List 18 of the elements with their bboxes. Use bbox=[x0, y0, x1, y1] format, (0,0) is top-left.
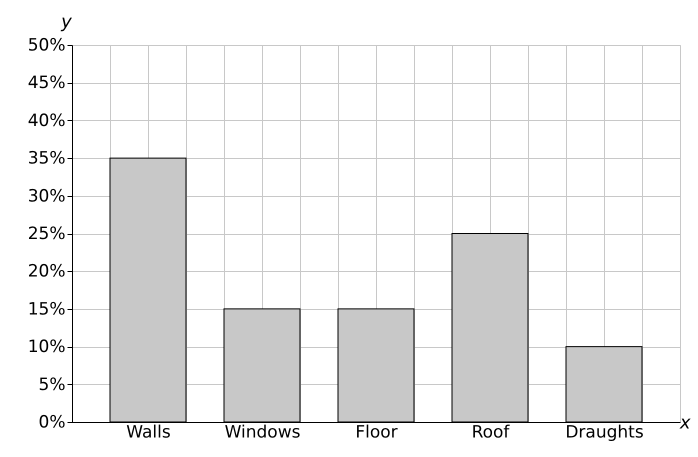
x-tick-label: Roof bbox=[472, 422, 510, 442]
x-tick-label: Draughts bbox=[565, 422, 644, 442]
y-tick-label: 30% bbox=[28, 186, 66, 206]
x-axis-title: x bbox=[678, 412, 691, 434]
y-tick-label: 45% bbox=[28, 73, 66, 94]
y-tick-label: 35% bbox=[28, 148, 66, 169]
x-tick-label: Windows bbox=[224, 422, 301, 442]
y-tick-label: 50% bbox=[28, 36, 66, 56]
y-tick-label: 20% bbox=[28, 262, 66, 282]
y-tick-label: 10% bbox=[28, 337, 66, 358]
y-axis-title: y bbox=[60, 12, 72, 32]
x-tick-label: Walls bbox=[126, 422, 171, 442]
x-tick-label: Floor bbox=[355, 422, 398, 442]
y-tick-label: 25% bbox=[28, 224, 66, 244]
y-tick-label: 15% bbox=[28, 299, 66, 320]
y-tick-label: 5% bbox=[38, 374, 66, 395]
y-tick-label: 40% bbox=[28, 110, 66, 131]
y-tick-label: 0% bbox=[38, 412, 66, 432]
